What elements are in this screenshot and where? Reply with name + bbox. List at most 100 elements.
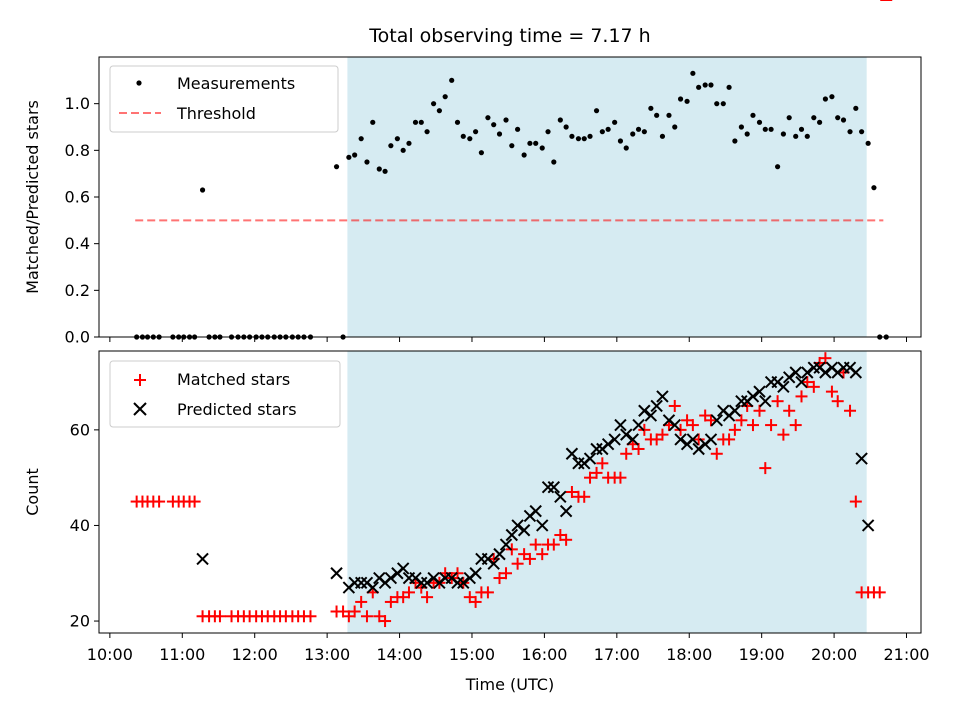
measurement-point xyxy=(575,136,582,142)
measurement-point xyxy=(400,147,406,153)
legend-predicted-label: Predicted stars xyxy=(177,400,297,419)
predicted-star-point xyxy=(782,371,796,384)
matched-star-point xyxy=(801,376,814,389)
x-axis-label: Time (UTC) xyxy=(465,675,554,694)
measurement-point xyxy=(406,140,412,146)
measurement-point xyxy=(720,101,726,107)
y-tick-label: 0.0 xyxy=(65,328,90,347)
measurement-point xyxy=(840,117,847,123)
x-tick-label: 12:00 xyxy=(232,645,278,664)
predicted-star-point xyxy=(505,528,519,542)
measurement-point xyxy=(641,129,647,135)
matched-star-point xyxy=(686,419,699,432)
matched-star-point xyxy=(728,423,741,436)
measurement-point xyxy=(352,152,358,158)
measurement-point xyxy=(732,138,738,144)
measurement-point xyxy=(557,117,563,123)
measurement-point xyxy=(847,129,853,135)
measurement-point xyxy=(599,129,605,135)
predicted-star-point xyxy=(590,442,603,456)
measurement-point xyxy=(744,131,750,137)
predicted-star-point xyxy=(384,571,398,585)
x-tick-label: 17:00 xyxy=(594,645,640,664)
predicted-star-point xyxy=(608,433,621,446)
matched-star-point xyxy=(511,557,524,570)
matched-star-point xyxy=(710,447,723,460)
measurement-point xyxy=(496,131,503,137)
predicted-star-point xyxy=(668,418,681,432)
measurement-point xyxy=(762,126,768,132)
predicted-star-point xyxy=(746,390,760,403)
measurement-point xyxy=(460,133,466,139)
measurement-point xyxy=(768,126,774,132)
matched-star-point xyxy=(348,605,361,618)
matched-star-point xyxy=(500,567,513,580)
matched-star-point xyxy=(590,466,603,479)
predicted-stars-points xyxy=(196,361,875,594)
matched-star-point xyxy=(481,586,494,599)
matched-star-point xyxy=(849,495,862,508)
predicted-star-point xyxy=(499,538,513,551)
predicted-star-point xyxy=(632,418,645,432)
measurement-point xyxy=(449,77,455,83)
legend-measurements-marker xyxy=(136,80,142,86)
measurement-point xyxy=(442,94,448,100)
matched-star-point xyxy=(620,447,633,460)
count-legend: Matched stars Predicted stars xyxy=(109,360,341,428)
count-y-axis: 20 40 60 xyxy=(70,420,99,631)
measurement-point xyxy=(333,164,340,170)
matched-star-point xyxy=(578,490,591,503)
predicted-star-point xyxy=(511,519,524,532)
matched-star-point xyxy=(523,552,536,565)
matched-star-point xyxy=(596,457,609,470)
predicted-star-point xyxy=(601,437,615,451)
measurement-point xyxy=(612,119,618,125)
matched-star-point xyxy=(355,595,368,608)
measurement-point xyxy=(424,129,430,135)
predicted-star-point xyxy=(861,519,875,532)
legend-measurements-label: Measurements xyxy=(177,74,295,93)
x-tick-label: 15:00 xyxy=(449,645,495,664)
measurement-point xyxy=(430,101,437,107)
measurement-point xyxy=(545,129,551,135)
x-tick-label: 19:00 xyxy=(739,645,785,664)
count-x-axis: 10:00 11:00 12:00 13:00 14:00 15:00 16:00 17:00… xyxy=(87,633,930,664)
predicted-star-point xyxy=(559,504,573,518)
measurement-point xyxy=(738,124,744,130)
matched-star-point xyxy=(771,395,784,408)
matched-star-point xyxy=(723,433,736,446)
predicted-star-point xyxy=(789,366,802,379)
measurement-point xyxy=(853,105,859,111)
chart-title: Total observing time = 7.17 h xyxy=(368,25,650,47)
measurement-point xyxy=(786,115,792,121)
x-tick-label: 20:00 xyxy=(811,645,857,664)
predicted-star-point xyxy=(415,576,428,590)
measurement-point xyxy=(472,129,479,135)
y-tick-label: 1.0 xyxy=(65,94,90,113)
ratio-x-ticks xyxy=(109,337,908,342)
predicted-star-point xyxy=(366,581,379,594)
predicted-star-point xyxy=(638,404,651,417)
predicted-star-point xyxy=(517,524,531,537)
ratio-legend: Measurements Threshold xyxy=(109,65,339,133)
predicted-star-point xyxy=(686,433,700,446)
measurement-point xyxy=(388,143,394,149)
matched-star-point xyxy=(844,404,857,417)
measurement-point xyxy=(684,98,690,104)
predicted-star-point xyxy=(753,385,766,398)
measurement-point xyxy=(521,152,527,158)
y-tick-label: 40 xyxy=(70,516,90,535)
measurement-point xyxy=(726,84,732,90)
predicted-star-point xyxy=(644,409,658,422)
y-tick-label: 0.8 xyxy=(65,141,90,160)
matched-star-point xyxy=(831,395,844,408)
predicted-star-point xyxy=(541,481,555,494)
matched-star-point xyxy=(153,495,166,508)
predicted-star-point xyxy=(536,519,549,532)
measurement-point xyxy=(533,140,539,146)
x-tick-label: 14:00 xyxy=(377,645,423,664)
measurement-point xyxy=(623,145,629,151)
measurement-point xyxy=(835,115,841,121)
measurement-point xyxy=(412,119,419,125)
y-tick-label: 0.2 xyxy=(65,281,90,300)
